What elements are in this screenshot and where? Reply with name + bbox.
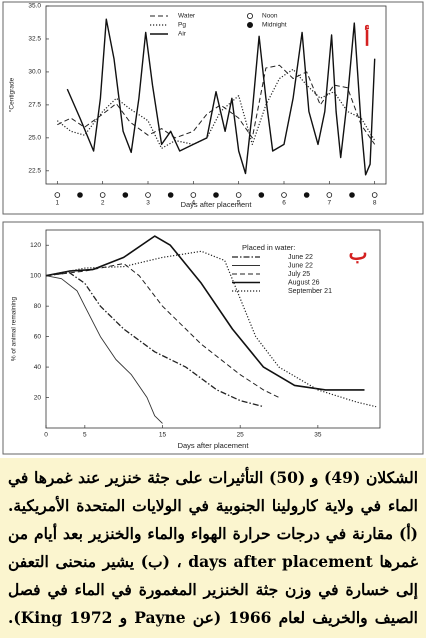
time-marker [77,192,83,198]
legend-label: Water [178,13,196,20]
y-tick-label: 60 [34,333,42,340]
x-tick-label: 6 [282,200,286,207]
x-tick-label: 2 [101,200,105,207]
legend-marker [246,12,253,19]
chart-frame [2,1,424,215]
time-marker [235,192,242,198]
x-tick-label: 7 [328,200,332,207]
time-marker [190,192,197,198]
time-marker [122,192,129,198]
y-tick-label: 25.0 [28,135,41,142]
x-tick-label: 5 [83,432,87,439]
legend-label: Pg [178,22,186,29]
x-tick-label: 4 [192,200,196,207]
y-tick-label: 100 [30,272,41,279]
y-axis-label: % of animal remaining [11,296,18,361]
plot-area [45,229,381,429]
x-tick-label: 3 [146,200,150,207]
y-tick-label: 120 [30,242,41,249]
time-marker [99,192,106,198]
series-line [45,275,163,424]
time-marker [349,192,355,198]
legend-label: June 22 [288,262,313,269]
series-line [45,250,377,408]
series-line [57,64,376,145]
chart-frame [2,221,424,455]
y-tick-label: 40 [34,364,42,371]
x-tick-label: 35 [314,432,322,439]
legend-label: Midnight [262,22,287,29]
y-tick-label: 32.5 [28,36,41,43]
caption-line: الصيف والخريف لعام 1966 (عن Payne و King… [8,608,418,627]
series-line [66,18,376,176]
panel-letter: ب [349,241,368,265]
y-tick-label: 20 [34,394,42,401]
panel-letter: أ [364,25,370,51]
caption-line: (أ) مقارنة في درجات حرارة الهواء والماء … [8,524,418,543]
legend-label: Air [178,31,187,38]
legend-label: July 25 [288,271,310,278]
legend-label: June 22 [288,254,313,261]
caption: الشكلان (49) و (50) التأثيرات على جثة خن… [0,458,426,638]
y-tick-label: 30.0 [28,69,41,76]
x-tick-label: 1 [56,200,60,207]
plot-area [45,5,387,185]
y-tick-label: 80 [34,303,42,310]
series-line [45,263,280,398]
caption-line: الشكلان (49) و (50) التأثيرات على جثة خن… [8,468,418,487]
legend-title: Placed in water: [242,243,295,252]
series-line [45,235,365,391]
legend-label: August 26 [288,279,320,286]
caption-line: غمرها days after placement ، (ب) يشير من… [8,552,418,571]
x-tick-label: 0 [44,432,48,439]
y-axis-label: °Centigrade [8,77,16,112]
x-axis-label: Days after placement [178,441,250,450]
y-tick-label: 27.5 [28,102,41,109]
caption-line: الماء في ولاية كارولينا الجنوبية في الول… [8,496,418,515]
time-marker [54,192,61,198]
time-marker [326,192,333,198]
x-tick-label: 8 [373,200,377,207]
legend-marker [246,21,253,28]
y-tick-label: 22.5 [28,168,41,175]
legend-label: September 21 [288,288,332,295]
time-marker [303,192,310,198]
x-tick-label: 15 [159,432,167,439]
y-tick-label: 35.0 [28,3,41,10]
time-marker [258,192,265,198]
series-line [45,271,264,408]
figure: 22.5 25.0 27.5 30.0 32.5 35.0 1 2 3 4 5 6 7 8 Days aft… [2,1,424,455]
time-marker [281,192,287,198]
time-marker [213,192,219,198]
x-tick-label: 5 [237,200,241,207]
x-tick-label: 25 [237,432,245,439]
time-marker [145,192,151,198]
time-marker [371,192,378,198]
caption-line: إلى خسارة في وزن جثة الخنزير المغمورة في… [8,580,418,599]
legend-label: Noon [262,13,278,20]
x-axis-label: Days after placement [181,200,253,209]
time-marker [167,192,174,198]
